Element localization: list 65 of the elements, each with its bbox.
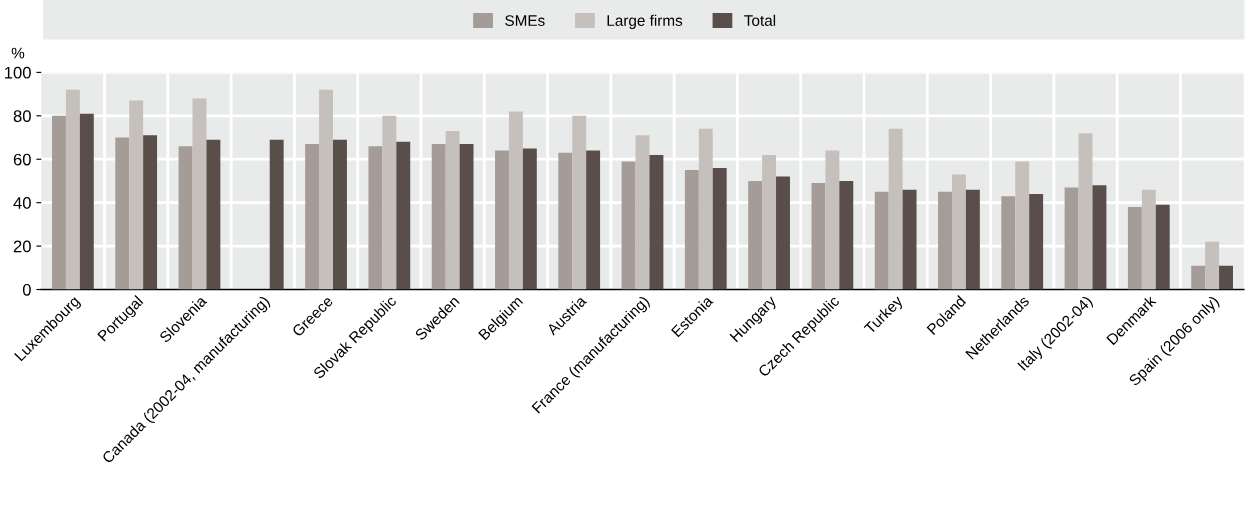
y-tick-label: 20	[13, 240, 31, 253]
legend-label: SMEs	[505, 15, 545, 26]
bar	[192, 98, 207, 290]
y-tick-label: 100	[4, 66, 31, 79]
bar	[811, 183, 826, 290]
bar	[305, 144, 320, 290]
bar	[874, 191, 889, 290]
bar	[445, 131, 460, 290]
bar	[1141, 189, 1156, 290]
bar	[558, 152, 573, 290]
y-tick-label: 40	[13, 197, 31, 209]
bar	[1078, 133, 1093, 290]
bar	[495, 150, 509, 290]
bar	[1064, 187, 1079, 290]
bar	[522, 148, 537, 290]
legend-label: Large firms	[607, 14, 683, 29]
bar	[621, 161, 636, 290]
bar	[762, 154, 777, 290]
bar	[839, 180, 854, 290]
bar	[115, 137, 130, 290]
bar	[649, 154, 664, 290]
bar	[1219, 265, 1233, 290]
bar	[396, 141, 411, 290]
bar	[1092, 185, 1107, 290]
bar	[572, 115, 587, 290]
bar	[1127, 207, 1142, 290]
bar	[459, 144, 474, 290]
y-tick-label: 60	[13, 153, 31, 166]
bar	[888, 128, 903, 290]
bar	[586, 150, 601, 290]
bar	[206, 139, 221, 290]
bar	[902, 189, 917, 290]
y-tick-label: 80	[13, 110, 31, 123]
bar	[1029, 193, 1044, 290]
bar	[1205, 241, 1220, 290]
bar	[431, 144, 446, 290]
bar	[748, 180, 763, 290]
bar	[269, 139, 284, 290]
bar	[825, 150, 840, 290]
bar	[52, 115, 66, 290]
bar	[951, 174, 966, 290]
bar	[319, 89, 334, 290]
bar	[938, 191, 952, 290]
bar	[333, 139, 347, 290]
bar	[508, 111, 523, 290]
bar	[79, 113, 94, 290]
bar	[1155, 204, 1170, 290]
legend-label: Total	[744, 14, 776, 26]
bar	[129, 100, 144, 290]
bar	[368, 146, 383, 290]
bar	[776, 176, 790, 290]
y-axis-title: %	[11, 47, 25, 59]
bar	[698, 128, 713, 290]
bar	[965, 189, 980, 290]
bar	[635, 135, 650, 290]
bar	[143, 135, 158, 290]
bar	[65, 89, 80, 290]
y-tick-label: 0	[22, 283, 31, 296]
bar	[1015, 161, 1030, 290]
bar	[684, 170, 699, 290]
bar	[382, 115, 397, 290]
bar	[712, 167, 727, 290]
bar	[1001, 196, 1016, 290]
bar	[178, 146, 193, 290]
bar	[1191, 265, 1206, 290]
